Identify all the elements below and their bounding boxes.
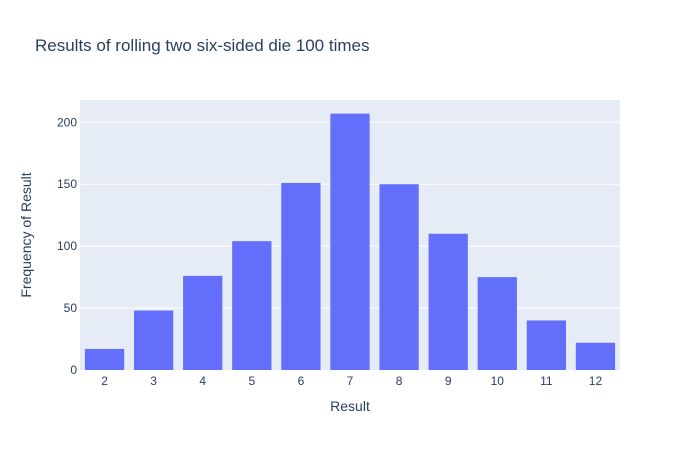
x-tick-label: 5 [248,374,255,388]
y-tick-label: 150 [57,177,77,191]
x-tick-label: 12 [589,374,603,388]
bar-2[interactable] [84,348,125,370]
bar-3[interactable] [134,310,174,370]
y-axis-label: Frequency of Result [18,172,34,297]
x-tick-label: 6 [298,374,305,388]
y-axis-ticks: 0 50 100 150 200 [57,115,77,377]
bar-10[interactable] [477,277,517,370]
bar-11[interactable] [526,320,566,370]
bar-12[interactable] [575,342,616,370]
x-tick-label: 11 [540,374,553,388]
x-axis-label: Result [330,398,370,414]
bars [84,113,616,371]
x-tick-label: 4 [199,374,206,388]
x-tick-label: 7 [347,374,354,388]
x-tick-label: 3 [150,374,157,388]
y-tick-label: 50 [64,301,78,315]
y-tick-label: 100 [57,239,77,253]
x-tick-label: 9 [445,374,452,388]
bar-9[interactable] [428,233,468,370]
bar-6[interactable] [281,182,321,370]
x-tick-label: 10 [491,374,505,388]
y-tick-label: 0 [70,363,77,377]
bar-8[interactable] [379,184,419,370]
x-tick-label: 8 [396,374,403,388]
x-axis-ticks: 2 3 4 5 6 7 8 9 10 11 12 [101,374,602,388]
bar-7[interactable] [330,113,370,371]
chart-title: Results of rolling two six-sided die 100… [35,36,369,55]
x-tick-label: 2 [101,374,108,388]
y-tick-label: 200 [57,115,77,129]
bar-5[interactable] [232,241,272,370]
bar-4[interactable] [183,275,223,370]
